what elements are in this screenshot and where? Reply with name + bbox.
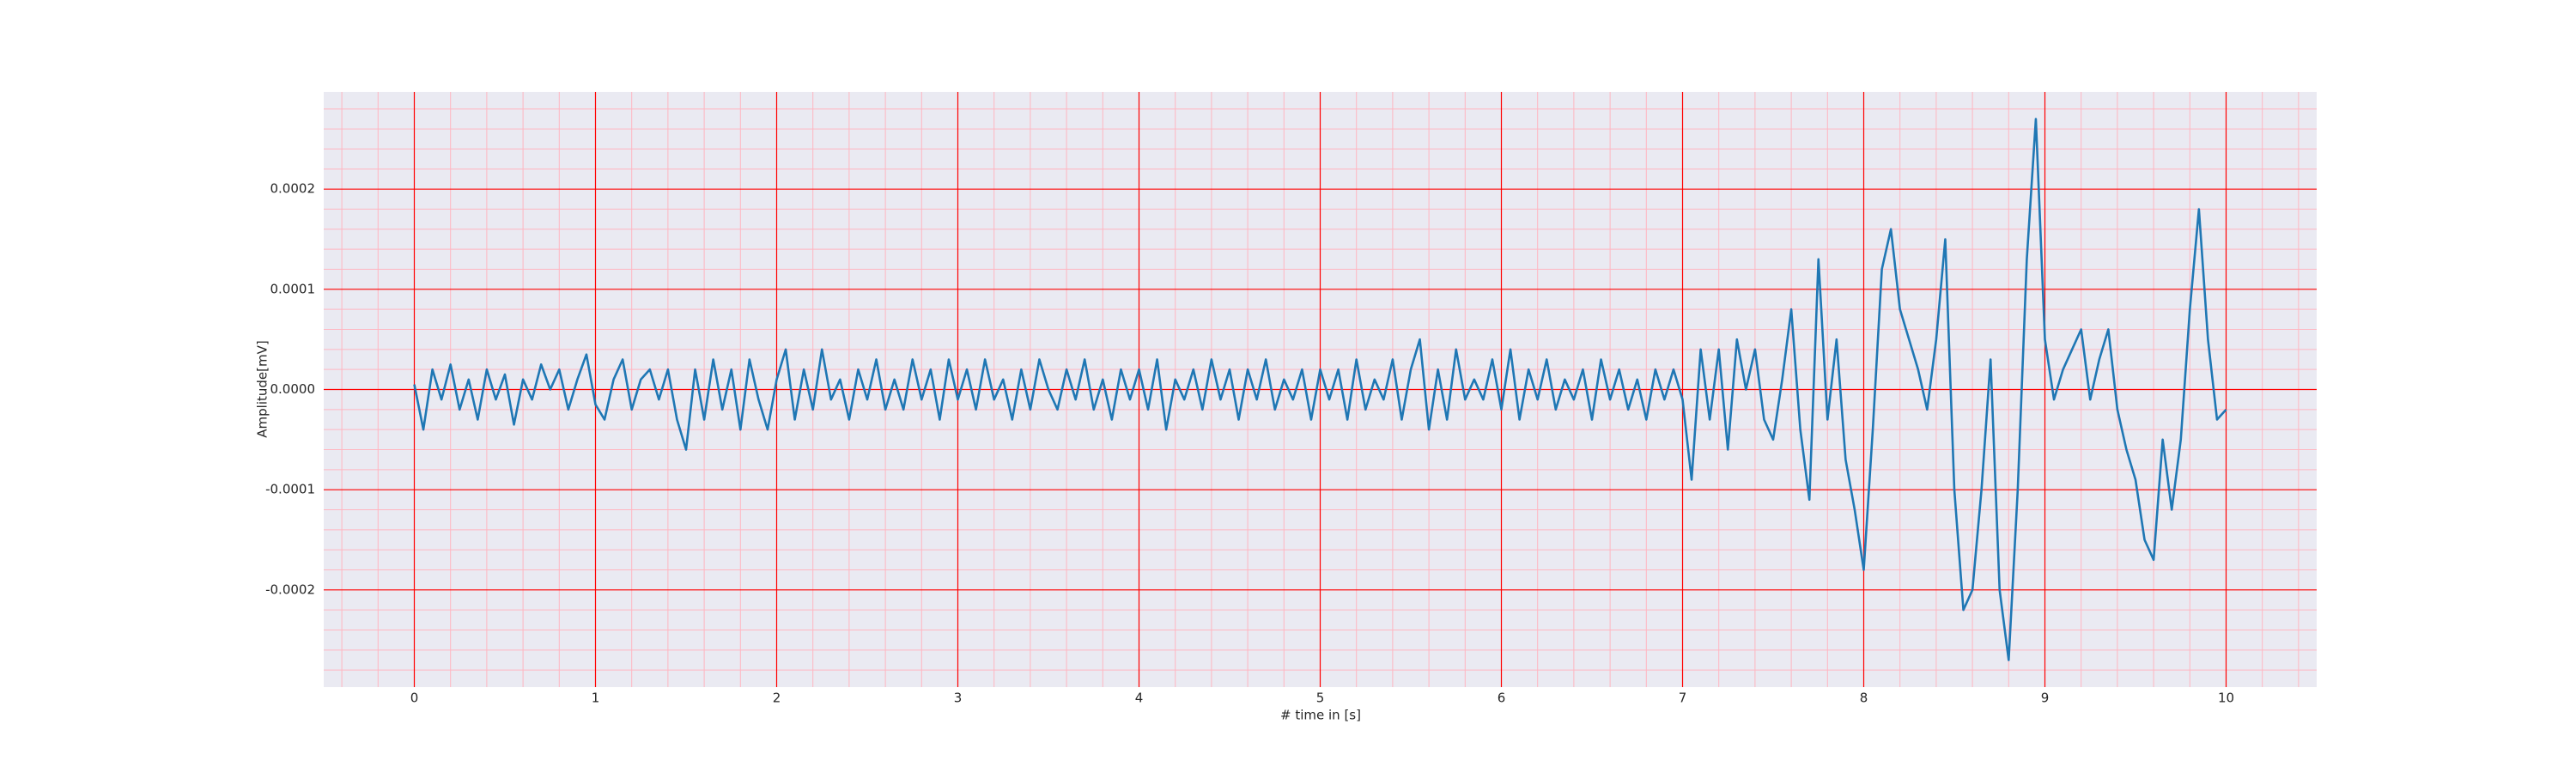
y-tick-label: 0.0001: [270, 281, 316, 296]
y-tick-label: 0.0000: [270, 381, 316, 397]
x-tick-label: 10: [2218, 691, 2234, 706]
x-tick-label: 9: [2041, 691, 2050, 706]
y-tick-label: -0.0002: [265, 581, 315, 597]
x-tick-label: 7: [1679, 691, 1687, 706]
x-axis-label: # time in [s]: [1280, 708, 1361, 723]
signal-line: [413, 118, 2227, 661]
x-tick-label: 5: [1316, 691, 1325, 706]
x-tick-label: 8: [1860, 691, 1868, 706]
x-tick-label: 1: [592, 691, 600, 706]
x-tick-label: 6: [1498, 691, 1506, 706]
x-tick-label: 2: [773, 691, 781, 706]
y-tick-label: 0.0002: [270, 181, 316, 197]
y-tick-label: -0.0001: [265, 482, 315, 497]
x-tick-label: 0: [410, 691, 419, 706]
x-tick-label: 3: [954, 691, 963, 706]
x-tick-label: 4: [1135, 691, 1144, 706]
y-axis-label: Amplitude[mV]: [255, 340, 270, 437]
